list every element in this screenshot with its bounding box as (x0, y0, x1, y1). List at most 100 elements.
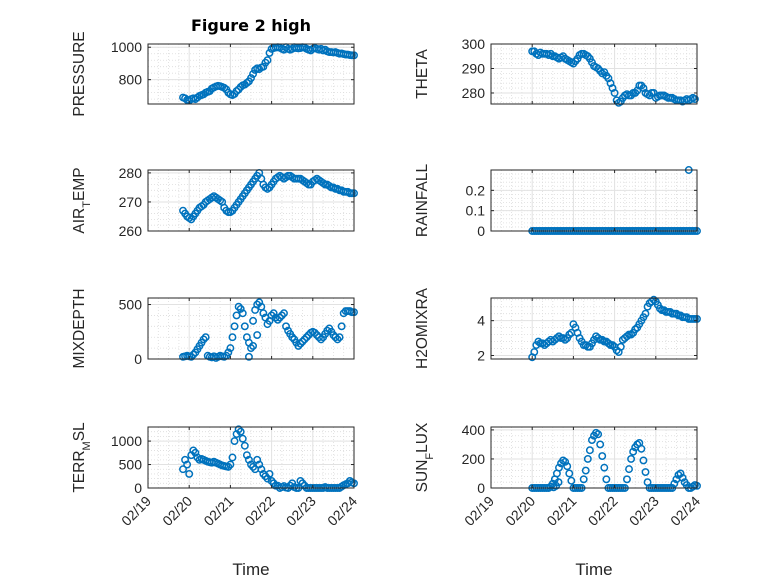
panel-8-marker (579, 475, 588, 484)
panel-5-marker (224, 348, 233, 357)
panel-8-marker (554, 478, 563, 487)
panel-4-ytick-label: 0.2 (466, 182, 486, 198)
panel-2-ytick-label: 280 (462, 85, 486, 101)
panel-7-xtick-label: 02/20 (159, 493, 195, 529)
panel-7-ylabel: TERRMSL (71, 422, 93, 493)
panel-5-marker (315, 333, 323, 342)
panel-5-marker (300, 335, 309, 344)
panel-5-marker (199, 335, 208, 344)
panel-7-marker (183, 460, 192, 469)
panel-7-marker (236, 427, 245, 436)
panel-8-marker (587, 436, 596, 445)
panel-1-ytick-label: 1000 (111, 39, 142, 55)
panel-5-marker (253, 300, 262, 309)
panel-8-marker (594, 430, 603, 439)
panel-8-axes-box (490, 426, 698, 489)
panel-5-marker (294, 341, 303, 350)
panel-6-marker (631, 325, 640, 334)
panel-3-axes-box (147, 169, 355, 232)
panel-8-ylabel: SUNFLUX (414, 422, 436, 492)
panel-2-ytick-label: 300 (462, 36, 486, 52)
panel-3-ytick-label: 260 (119, 223, 143, 239)
panel-7-ytick-label: 500 (119, 457, 143, 473)
panel-1-marker (247, 74, 255, 83)
panel-5-marker (249, 341, 258, 350)
panel-8-marker (567, 476, 576, 485)
panel-7-marker (185, 469, 194, 478)
panel-6-ylabel: H2OMIXRA (414, 287, 431, 369)
panel-4-ylabel: RAINFALL (414, 164, 431, 238)
panel-5-marker (310, 328, 319, 337)
panel-7-xtick-label: 02/19 (118, 493, 154, 529)
panel-6-marker (649, 295, 658, 304)
panel-7-marker (253, 455, 262, 464)
panel-7-ytick-label: 0 (134, 480, 142, 496)
panel-5-marker (323, 326, 332, 335)
panel-5-marker (189, 350, 198, 359)
panel-6-marker (608, 341, 617, 350)
panel-3-ytick-label: 270 (119, 194, 143, 210)
panel-5-marker (255, 298, 264, 307)
panel-7-marker (244, 455, 253, 464)
panel-8-marker (678, 473, 687, 482)
panel-8-marker (670, 479, 679, 488)
panel-7-marker (191, 448, 200, 457)
panel-6-marker (559, 334, 568, 343)
panel-6-ytick-label: 4 (477, 313, 485, 329)
panel-4-axes-box (490, 169, 698, 232)
panel-1-marker (249, 70, 258, 78)
panel-8-marker (637, 444, 646, 453)
panel-7-ytick-label: 1000 (111, 433, 142, 449)
panel-5-marker (337, 322, 346, 331)
panel-6-marker (672, 309, 681, 318)
panel-6-marker (641, 309, 650, 318)
panel-1-marker (265, 48, 274, 57)
panel-2-marker (610, 89, 619, 97)
panel-8-marker (555, 463, 563, 472)
panel-7-marker (238, 434, 247, 443)
panel-5-marker (333, 335, 342, 344)
panel-6-marker (555, 332, 563, 341)
panel-5-marker (238, 309, 247, 318)
panel-8-marker (641, 468, 650, 476)
panel-7-marker (240, 441, 249, 450)
panel-6-marker (655, 304, 664, 313)
panel-8-ytick-label: 200 (462, 451, 486, 467)
panel-7-marker (228, 453, 237, 462)
panel-2-ytick-label: 290 (462, 60, 486, 76)
panel-5-marker (280, 309, 288, 318)
panel-6-marker (616, 342, 625, 351)
panel-7-marker (257, 465, 266, 474)
panel-8-marker (598, 452, 607, 460)
panel-8-marker (561, 457, 570, 466)
panel-1-ytick-label: 800 (119, 72, 143, 88)
panel-5-marker (288, 333, 297, 342)
panel-3-ylabel: AIRTEMP (71, 167, 93, 233)
panel-8-marker (629, 447, 638, 456)
panel-6-marker (598, 335, 607, 344)
panel-8-marker (581, 466, 590, 475)
panel-6-marker (530, 348, 539, 356)
panel-6-axes-box (490, 297, 698, 360)
panel-7-marker (242, 451, 251, 460)
panel-6-marker (627, 330, 636, 339)
panel-1-marker (263, 56, 272, 65)
panel-5-marker (236, 304, 245, 313)
panel-8-xtick-label: 02/23 (626, 493, 662, 529)
panel-8-marker (585, 446, 594, 455)
panel-5-marker (296, 339, 305, 348)
panel-6-marker (561, 335, 570, 344)
panel-8-marker (602, 475, 611, 484)
panel-5-marker (247, 344, 255, 353)
panel-6-marker (534, 337, 543, 346)
panel-8-marker (639, 456, 648, 465)
figure-title: Figure 2 high (191, 16, 311, 35)
panel-7-xtick-label: 02/23 (283, 493, 319, 529)
panel-5-marker (226, 344, 235, 353)
panel-6-marker (594, 334, 603, 343)
panel-5-marker (267, 311, 276, 320)
x-axis-label-left: Time (232, 560, 269, 579)
panel-2-ylabel: THETA (414, 49, 431, 99)
panel-5-marker (335, 333, 344, 342)
